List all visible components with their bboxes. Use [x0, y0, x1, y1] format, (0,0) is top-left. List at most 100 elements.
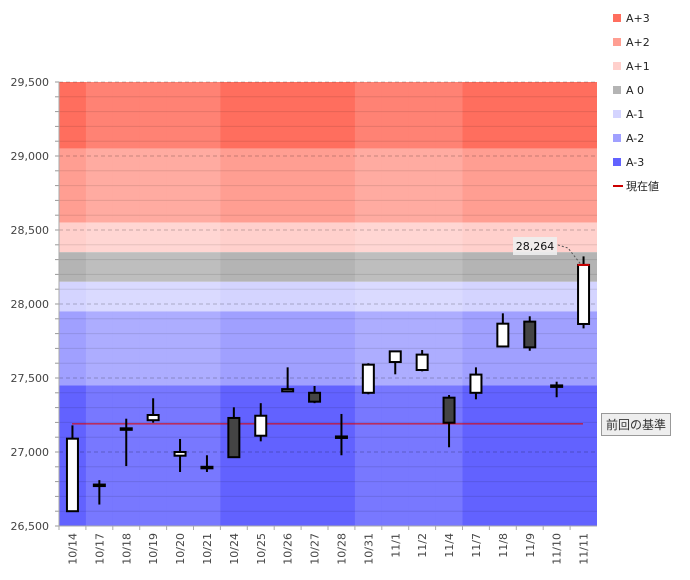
candle-body	[281, 388, 295, 393]
y-tick-label: 27,500	[11, 372, 50, 385]
legend-swatch	[613, 62, 621, 70]
x-tick-label: 10/27	[309, 533, 322, 565]
candle-11/8	[496, 313, 510, 348]
candle-11/1	[388, 350, 402, 375]
candle-body	[442, 396, 456, 424]
legend-item-a+1: A+1	[613, 54, 659, 78]
candle-11/4	[442, 395, 456, 448]
candle-body	[254, 414, 268, 437]
x-tick-label: 11/4	[443, 533, 456, 558]
candle-body	[65, 437, 79, 513]
week-shade	[85, 82, 113, 526]
candle-body	[146, 414, 160, 422]
week-shade	[408, 82, 436, 526]
legend-item-a+3: A+3	[613, 6, 659, 30]
x-tick-label: 10/24	[228, 533, 241, 565]
legend-swatch	[613, 38, 621, 46]
x-tick-label: 10/31	[362, 533, 375, 565]
y-tick-label: 26,500	[11, 520, 50, 533]
y-tick-label: 29,000	[11, 150, 50, 163]
legend-swatch	[613, 14, 621, 22]
reference-line-label: 前回の基準	[601, 413, 672, 436]
candle-body	[227, 416, 241, 459]
candle-body	[550, 384, 564, 388]
legend-item-a0: A 0	[613, 78, 659, 102]
y-tick-label: 29,500	[11, 76, 50, 89]
legend-swatch	[613, 110, 621, 118]
y-tick-label: 28,000	[11, 298, 50, 311]
x-tick-label: 10/26	[282, 533, 295, 565]
x-tick-label: 10/21	[201, 533, 214, 565]
candle-10/25	[254, 403, 268, 442]
x-tick-label: 11/9	[524, 533, 537, 558]
legend-swatch	[613, 134, 621, 142]
candle-body	[496, 322, 510, 348]
current-value-label: 28,264	[516, 240, 555, 253]
candle-body	[469, 373, 483, 394]
band-A+3	[59, 82, 597, 149]
candle-11/2	[415, 350, 429, 372]
candle-10/31	[361, 363, 375, 395]
candle-10/27	[308, 385, 322, 404]
x-tick-label: 11/11	[578, 533, 591, 565]
x-tick-label: 10/14	[66, 533, 79, 565]
x-tick-label: 10/28	[335, 533, 348, 565]
legend-item-a-2: A-2	[613, 126, 659, 150]
current-value-label-box	[513, 237, 557, 255]
candle-10/20	[173, 438, 187, 472]
x-tick-label: 11/10	[551, 533, 564, 565]
y-tick-label: 27,000	[11, 446, 50, 459]
candle-11/11	[577, 256, 591, 329]
legend-item-current-value: 現在値	[613, 174, 659, 198]
x-tick-label: 11/8	[497, 533, 510, 558]
band-A+1	[59, 222, 597, 253]
week-shade	[381, 82, 409, 526]
candle-body	[577, 263, 591, 325]
week-shade	[354, 82, 382, 526]
candle-body	[523, 320, 537, 349]
x-tick-label: 10/20	[174, 533, 187, 565]
candle-10/18	[119, 418, 133, 467]
week-shade	[435, 82, 463, 526]
legend-item-a-1: A-1	[613, 102, 659, 126]
candle-body	[308, 391, 322, 403]
candle-10/19	[146, 398, 160, 423]
x-tick-label: 10/19	[147, 533, 160, 565]
candle-body	[200, 465, 214, 470]
candle-body	[119, 427, 133, 431]
band-A0	[59, 252, 597, 282]
candle-10/14	[65, 425, 79, 513]
candle-body	[361, 363, 375, 394]
legend: A+3 A+2 A+1 A 0 A-1 A-2 A-3 現在値	[613, 6, 659, 198]
band-A-1	[59, 281, 597, 312]
x-tick-label: 10/17	[93, 533, 106, 565]
legend-item-a+2: A+2	[613, 30, 659, 54]
legend-swatch	[613, 86, 621, 94]
candle-body	[334, 435, 348, 439]
x-tick-label: 11/1	[389, 533, 402, 558]
legend-swatch	[613, 158, 621, 166]
candle-body	[388, 350, 402, 364]
week-shade	[139, 82, 167, 526]
candle-body	[173, 451, 187, 457]
candle-10/24	[227, 407, 241, 459]
candle-11/10	[550, 381, 564, 398]
candle-10/26	[281, 367, 295, 393]
band-A+2	[59, 148, 597, 223]
x-tick-label: 10/25	[255, 533, 268, 565]
band-A-3	[59, 385, 597, 526]
candle-10/17	[92, 480, 106, 505]
legend-item-a-3: A-3	[613, 150, 659, 174]
candle-body	[92, 483, 106, 488]
x-tick-label: 11/7	[470, 533, 483, 558]
candle-10/28	[334, 413, 348, 456]
candle-11/7	[469, 367, 483, 400]
y-tick-label: 28,500	[11, 224, 50, 237]
x-tick-label: 11/2	[416, 533, 429, 558]
x-tick-label: 10/18	[120, 533, 133, 565]
candle-11/9	[523, 316, 537, 351]
candle-body	[415, 353, 429, 372]
candle-10/21	[200, 455, 214, 472]
week-shade	[193, 82, 221, 526]
